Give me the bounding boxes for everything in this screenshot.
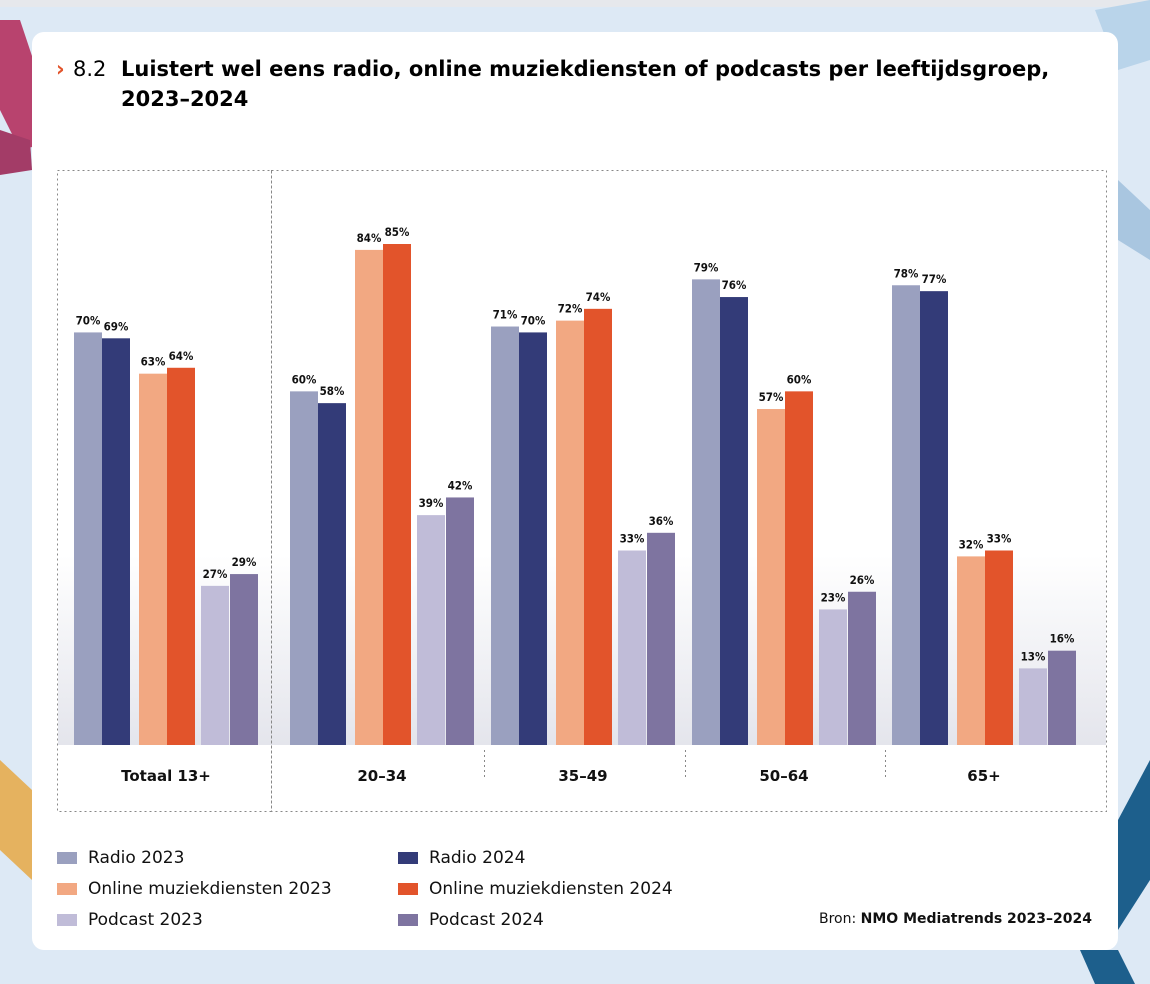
data-label: 72% [558,302,583,316]
bar [757,409,785,745]
legend-swatch [57,914,77,926]
legend-swatch [398,852,418,864]
legend-item: Radio 2023 [57,848,184,868]
data-label: 26% [850,573,875,587]
bar [892,285,920,745]
legend-label: Podcast 2024 [429,910,544,930]
data-label: 23% [821,590,846,604]
bar [167,367,195,745]
legend-label: Radio 2023 [88,848,185,868]
bar [920,291,948,745]
data-label: 27% [203,567,228,581]
legend-swatch [57,852,77,864]
bar [819,609,847,745]
bar [139,373,167,745]
bar [74,332,102,745]
legend-swatch [398,914,418,926]
legend-label: Online muziekdiensten 2024 [429,879,673,899]
legend-label: Podcast 2023 [88,910,203,930]
panel-total-frame [57,170,272,812]
data-label: 60% [292,372,317,386]
data-label: 42% [448,478,473,492]
bar [1048,650,1076,745]
bar [1019,668,1047,745]
bar [201,585,229,745]
legend-swatch [57,883,77,895]
data-label: 76% [722,278,747,292]
data-label: 32% [959,537,984,551]
bar [556,320,584,745]
category-label: 65+ [967,767,1000,785]
legend-label: Online muziekdiensten 2023 [88,879,332,899]
bar [446,497,474,745]
data-label: 70% [521,313,546,327]
data-label: 71% [493,308,518,322]
bar [383,244,411,745]
data-label: 69% [104,319,129,333]
legend-swatch [398,883,418,895]
data-label: 58% [320,384,345,398]
legend-item: Podcast 2023 [57,910,203,930]
data-label: 85% [385,225,410,239]
data-label: 13% [1021,649,1046,663]
figure-number: 8.2 [73,57,107,81]
bar [290,391,318,745]
bar [848,591,876,745]
data-label: 74% [586,290,611,304]
bar [519,332,547,745]
data-label: 63% [141,355,166,369]
legend-item: Online muziekdiensten 2024 [398,879,673,899]
bar [102,338,130,745]
chevron-right-icon: › [56,57,65,81]
data-label: 29% [232,555,257,569]
bar [618,550,646,745]
data-label: 84% [357,231,382,245]
data-label: 33% [987,531,1012,545]
bar [417,515,445,745]
bar [985,550,1013,745]
bar [584,308,612,745]
bar [318,403,346,745]
legend-item: Radio 2024 [398,848,525,868]
category-label: Totaal 13+ [121,767,211,785]
panel-age-frame [271,170,1107,812]
data-label: 57% [759,390,784,404]
category-label: 50–64 [759,767,808,785]
category-label: 20–34 [357,767,406,785]
category-label: 35–49 [558,767,607,785]
title-text: Luistert wel eens radio, online muziekdi… [121,57,1050,111]
legend-item: Podcast 2024 [398,910,544,930]
data-label: 79% [694,260,719,274]
legend-label: Radio 2024 [429,848,526,868]
data-label: 64% [169,349,194,363]
bar [355,249,383,746]
data-label: 78% [894,266,919,280]
data-label: 39% [419,496,444,510]
bar [491,326,519,745]
data-label: 16% [1050,632,1075,646]
legend-item: Online muziekdiensten 2023 [57,879,332,899]
bar [720,297,748,745]
data-label: 36% [649,514,674,528]
data-label: 33% [620,531,645,545]
bar [647,532,675,745]
data-label: 70% [76,313,101,327]
bar [230,574,258,745]
bar [957,556,985,745]
source-note: Bron: NMO Mediatrends 2023–2024 [818,911,1092,927]
data-label: 77% [922,272,947,286]
bar [692,279,720,745]
top-bar [0,0,1150,7]
data-label: 60% [787,372,812,386]
bar [785,391,813,745]
